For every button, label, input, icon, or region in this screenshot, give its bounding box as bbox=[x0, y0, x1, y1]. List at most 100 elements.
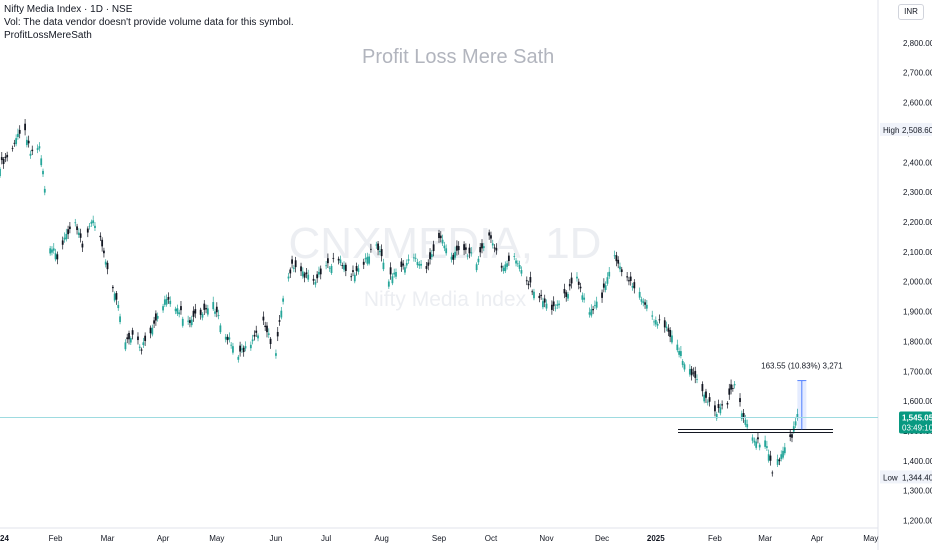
candle-body bbox=[696, 379, 698, 380]
candle-body bbox=[230, 344, 233, 346]
candle-body bbox=[149, 327, 152, 334]
candle-body bbox=[217, 314, 220, 316]
countdown-label: 03:49:10 bbox=[902, 424, 932, 433]
candle-body bbox=[581, 295, 584, 300]
candle-body bbox=[239, 345, 242, 352]
x-tick-label: 2025 bbox=[647, 534, 665, 543]
candle-body bbox=[151, 327, 154, 335]
candle-body bbox=[61, 240, 64, 245]
candle-body bbox=[18, 129, 21, 134]
candle-body bbox=[305, 272, 308, 275]
candle-body bbox=[162, 306, 164, 311]
candle-body bbox=[516, 263, 519, 265]
candle-body bbox=[714, 405, 716, 412]
candle-body bbox=[301, 271, 304, 277]
candle-body bbox=[676, 344, 679, 351]
candle-body bbox=[106, 262, 109, 270]
candle-body bbox=[619, 266, 621, 270]
candle-body bbox=[631, 286, 634, 288]
x-tick-label: Oct bbox=[485, 534, 498, 543]
candle-body bbox=[126, 337, 129, 340]
candle-body bbox=[644, 302, 646, 305]
y-tick-label: 2,300.00 bbox=[903, 188, 932, 197]
volume-note: Vol: The data vendor doesn't provide vol… bbox=[4, 17, 294, 28]
candle-body bbox=[615, 255, 618, 262]
candle-body bbox=[13, 142, 16, 144]
candle-body bbox=[292, 267, 295, 269]
candle-body bbox=[690, 368, 693, 376]
candle-body bbox=[671, 335, 673, 343]
candle-body bbox=[137, 336, 139, 341]
candle-body bbox=[466, 255, 469, 257]
candle-body bbox=[766, 446, 768, 448]
candle-body bbox=[531, 291, 534, 293]
candle-body bbox=[0, 157, 3, 161]
x-tick-label: Apr bbox=[157, 534, 170, 543]
candle-body bbox=[370, 248, 372, 250]
candle-body bbox=[577, 281, 580, 285]
x-tick-label: Feb bbox=[49, 534, 63, 543]
candle-body bbox=[51, 249, 53, 253]
candle-body bbox=[325, 265, 328, 267]
candle-body bbox=[378, 250, 381, 253]
candle-body bbox=[751, 437, 754, 441]
candle-body bbox=[267, 333, 270, 335]
currency-button[interactable]: INR bbox=[898, 4, 924, 20]
candle-body bbox=[608, 271, 611, 277]
candle-body bbox=[343, 265, 345, 270]
watermark-subtitle: Nifty Media Index bbox=[364, 288, 527, 311]
candle-body bbox=[454, 251, 457, 258]
high-marker-bg bbox=[880, 122, 932, 136]
x-tick-label: Jun bbox=[269, 534, 282, 543]
candle-body bbox=[377, 243, 379, 251]
candle-body bbox=[545, 303, 548, 309]
candle-body bbox=[475, 264, 478, 271]
candle-body bbox=[15, 138, 18, 145]
candle-body bbox=[6, 154, 9, 158]
candle-body bbox=[728, 388, 731, 395]
candle-body bbox=[491, 243, 494, 246]
x-tick-label: May bbox=[863, 534, 878, 543]
candle-body bbox=[794, 421, 797, 426]
candle-body bbox=[194, 309, 197, 314]
candle-body bbox=[249, 344, 252, 349]
candle-body bbox=[567, 294, 569, 299]
candle-body bbox=[683, 364, 686, 370]
candle-body bbox=[156, 315, 159, 319]
y-tick-label: 1,900.00 bbox=[903, 308, 932, 317]
candle-body bbox=[500, 265, 503, 268]
candle-body bbox=[129, 338, 132, 343]
candle-body bbox=[669, 329, 672, 337]
candle-body bbox=[368, 256, 371, 264]
candle-body bbox=[400, 261, 403, 267]
candle-body bbox=[190, 319, 193, 326]
candle-body bbox=[479, 246, 482, 253]
candle-body bbox=[237, 356, 240, 360]
candle-body bbox=[525, 280, 528, 282]
candle-body bbox=[441, 239, 444, 244]
candle-body bbox=[780, 454, 783, 460]
candle-body bbox=[362, 261, 365, 265]
candle-body bbox=[178, 312, 181, 315]
candle-body bbox=[604, 285, 607, 290]
candle-body bbox=[633, 282, 636, 289]
candle-body bbox=[470, 252, 473, 254]
candle-body bbox=[300, 266, 302, 272]
candle-body bbox=[746, 424, 749, 428]
candle-body bbox=[404, 267, 406, 273]
candle-body bbox=[568, 283, 571, 287]
candle-body bbox=[791, 434, 793, 438]
candle-body bbox=[119, 316, 121, 323]
candle-body bbox=[592, 308, 594, 311]
candle-body bbox=[504, 264, 507, 272]
candle-body bbox=[92, 220, 95, 223]
indicator-name[interactable]: ProfitLossMereSath bbox=[4, 30, 92, 41]
candle-body bbox=[656, 323, 659, 326]
candle-body bbox=[94, 225, 96, 229]
candle-body bbox=[350, 276, 353, 278]
candle-body bbox=[140, 349, 143, 351]
symbol-title[interactable]: Nifty Media Index · 1D · NSE bbox=[4, 4, 133, 15]
candle-body bbox=[153, 320, 155, 324]
candle-body bbox=[731, 388, 734, 389]
